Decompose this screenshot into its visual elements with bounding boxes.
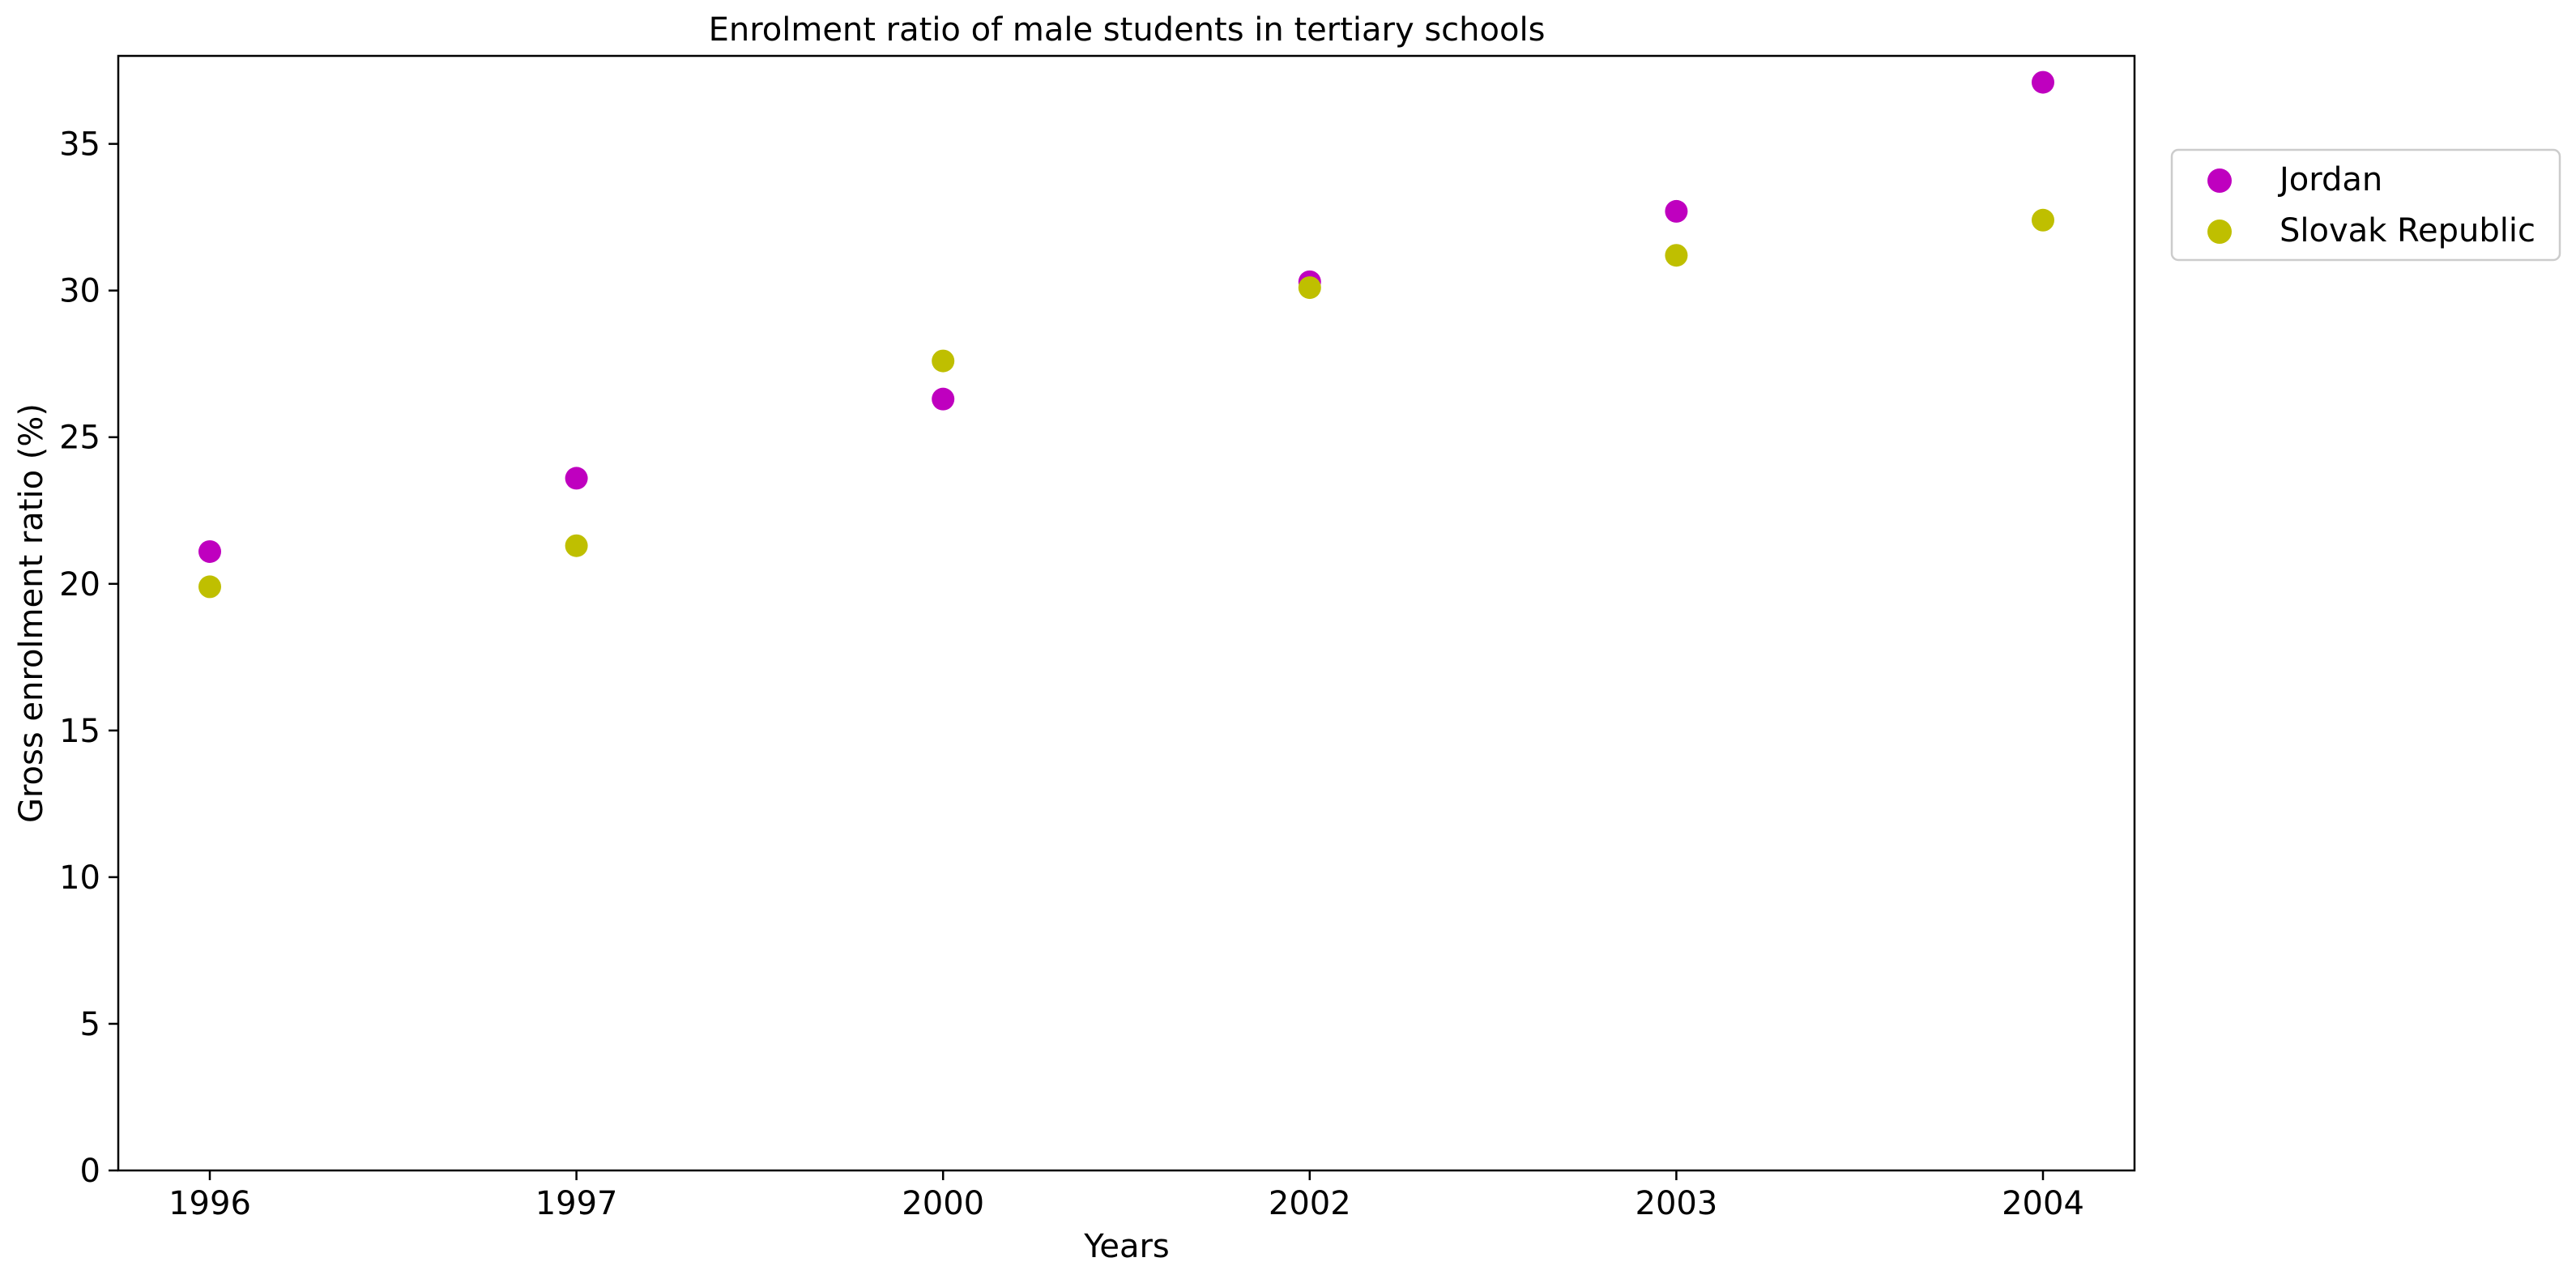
legend: Jordan Slovak Republic <box>2170 148 2561 262</box>
x-tick-label: 2000 <box>902 1185 984 1222</box>
legend-label-slovak-republic: Slovak Republic <box>2280 212 2535 249</box>
point-slovak-republic <box>1298 276 1321 300</box>
y-axis-title: Gross enrolment ratio (%) <box>13 403 50 823</box>
point-jordan <box>565 467 588 490</box>
y-tick-label: 10 <box>59 859 100 897</box>
y-tick-label: 30 <box>59 273 100 310</box>
point-slovak-republic <box>1665 244 1688 267</box>
y-tick-label: 5 <box>80 1006 100 1043</box>
x-tick-label: 1996 <box>168 1185 251 1222</box>
y-tick-label: 0 <box>80 1153 100 1190</box>
x-tick-label: 2003 <box>1636 1185 1718 1222</box>
point-slovak-republic <box>565 534 588 557</box>
legend-marker-jordan <box>2207 168 2232 193</box>
y-tick-label: 20 <box>59 566 100 603</box>
y-axis: 0 5 10 15 20 25 30 35 <box>59 126 118 1190</box>
x-tick-label: 1997 <box>535 1185 618 1222</box>
plot-area <box>117 54 2136 1172</box>
y-tick-label: 25 <box>59 420 100 457</box>
point-slovak-republic <box>2032 208 2054 232</box>
point-slovak-republic <box>198 575 221 599</box>
y-tick-label: 15 <box>59 713 100 750</box>
point-jordan <box>1665 199 1688 223</box>
data-points <box>198 70 2054 599</box>
x-axis: 1996 1997 2000 2002 2003 2004 <box>168 1170 2084 1222</box>
legend-frame <box>2170 148 2561 262</box>
chart-title: Enrolment ratio of male students in tert… <box>709 11 1546 49</box>
x-tick-label: 2002 <box>1269 1185 1351 1222</box>
legend-marker-slovak-republic <box>2207 220 2232 244</box>
point-jordan <box>932 387 955 411</box>
x-axis-title: Years <box>1083 1228 1170 1265</box>
legend-label-jordan: Jordan <box>2277 161 2382 198</box>
x-tick-label: 2004 <box>2002 1185 2084 1222</box>
point-jordan <box>2032 70 2054 94</box>
point-slovak-republic <box>932 349 955 373</box>
point-jordan <box>198 539 221 563</box>
y-tick-label: 35 <box>59 126 100 164</box>
